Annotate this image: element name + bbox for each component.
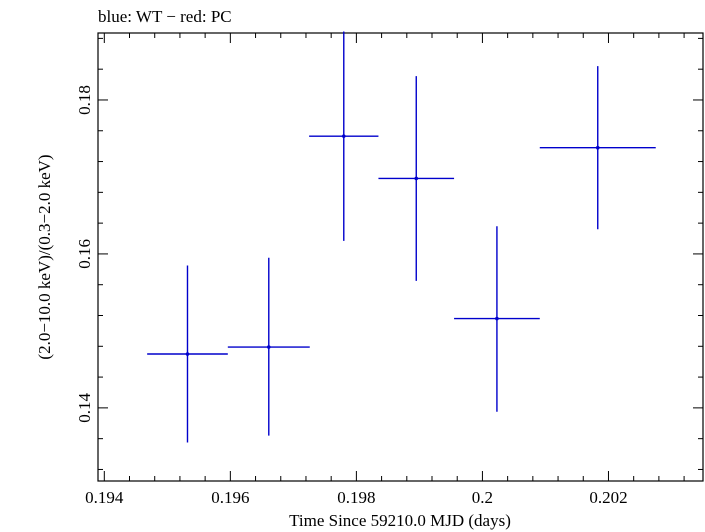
axis-ticks: 0.194 0.196 0.198 0.2 0.202 0.14 0.16 0.18 (75, 33, 703, 507)
data-marker (185, 352, 190, 356)
data-point (147, 265, 228, 443)
plot-frame (97, 32, 704, 482)
x-tick-label: 0.2 (472, 488, 493, 507)
data-marker (595, 145, 600, 150)
y-tick-label: 0.16 (75, 239, 94, 269)
data-point (539, 66, 656, 230)
y-tick-label: 0.14 (75, 392, 94, 422)
data-marker (495, 316, 499, 321)
data-marker (414, 176, 419, 181)
data-point (378, 76, 455, 281)
x-tick-label: 0.202 (589, 488, 627, 507)
y-axis-label: (2.0−10.0 keV)/(0.3−2.0 keV) (35, 154, 54, 359)
data-point (227, 257, 310, 436)
x-tick-label: 0.196 (211, 488, 249, 507)
chart-title: blue: WT − red: PC (98, 7, 232, 26)
data-series-wt (147, 31, 656, 443)
y-tick-label: 0.18 (75, 85, 94, 115)
data-marker (266, 345, 271, 349)
x-axis-label: Time Since 59210.0 MJD (days) (289, 511, 511, 530)
data-point (309, 31, 379, 241)
data-marker (341, 134, 346, 138)
data-point (454, 226, 540, 412)
x-tick-label: 0.198 (337, 488, 375, 507)
x-tick-label: 0.194 (85, 488, 124, 507)
